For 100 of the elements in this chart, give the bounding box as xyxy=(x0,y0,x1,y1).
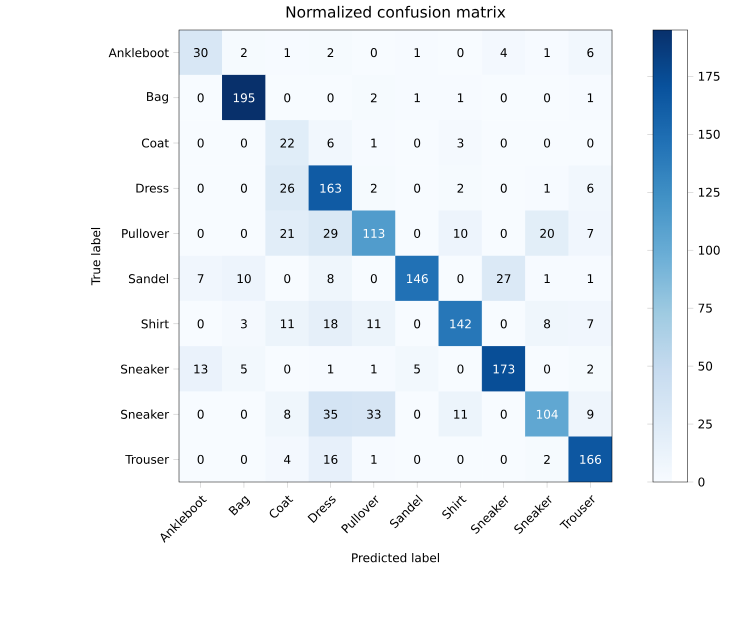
data-label: 1 xyxy=(588,93,594,102)
data-label: 16 xyxy=(324,454,338,464)
data-label: 26 xyxy=(280,184,294,193)
data-label: 0 xyxy=(457,454,464,464)
data-label: 0 xyxy=(500,410,507,419)
y-tick-label: Sandel xyxy=(128,274,168,284)
data-label: 0 xyxy=(198,454,204,464)
data-label: 2 xyxy=(370,184,376,193)
data-label: 0 xyxy=(500,319,507,328)
data-label: 0 xyxy=(414,454,420,464)
data-label: 8 xyxy=(544,319,550,328)
data-label: 104 xyxy=(536,410,558,419)
data-label: 9 xyxy=(587,410,594,419)
data-label: 0 xyxy=(328,93,334,102)
data-label: 0 xyxy=(414,319,420,328)
data-label: 7 xyxy=(588,229,594,238)
data-label: 0 xyxy=(414,228,420,238)
data-label: 0 xyxy=(370,48,377,58)
data-label: 22 xyxy=(280,138,294,148)
data-label: 4 xyxy=(284,455,290,464)
data-label: 30 xyxy=(194,48,208,58)
data-label: 13 xyxy=(194,364,208,374)
data-label: 0 xyxy=(414,184,420,193)
data-label: 3 xyxy=(241,319,247,328)
color-bar-label: 175 xyxy=(698,72,720,81)
x-axis-title: Predicted label xyxy=(352,552,439,562)
data-label: 0 xyxy=(500,228,507,238)
data-label: 27 xyxy=(497,274,510,284)
data-label: 6 xyxy=(587,48,594,58)
data-label: 0 xyxy=(500,93,507,102)
data-label: 1 xyxy=(544,274,550,283)
data-label: 0 xyxy=(414,138,420,148)
data-label: 0 xyxy=(500,184,507,193)
chart-title: Normalized confusion matrix xyxy=(286,6,506,18)
data-label: 1 xyxy=(544,48,550,57)
x-tick-label: Bag xyxy=(228,496,250,516)
data-label: 163 xyxy=(320,184,342,193)
data-label: 0 xyxy=(284,274,290,284)
data-label: 142 xyxy=(450,319,471,328)
data-label: 3 xyxy=(458,138,464,148)
data-label: 8 xyxy=(328,274,334,284)
data-label: 2 xyxy=(458,184,464,193)
data-label: 0 xyxy=(544,93,550,102)
data-label: 29 xyxy=(324,228,338,238)
data-label: 1 xyxy=(414,48,420,57)
data-label: 0 xyxy=(370,274,377,284)
data-label: 2 xyxy=(370,93,376,102)
y-tick-label: Trouser xyxy=(125,454,170,464)
data-label: 11 xyxy=(280,319,294,328)
data-label: 1 xyxy=(544,184,550,193)
data-label: 8 xyxy=(284,410,290,419)
data-label: 1 xyxy=(458,93,464,102)
y-tick-label: Sneaker xyxy=(121,364,170,374)
data-label: 0 xyxy=(198,93,204,102)
color-bar-label: 100 xyxy=(698,246,720,255)
data-label: 0 xyxy=(198,319,204,328)
y-tick-label: Sneaker xyxy=(121,410,170,419)
data-label: 6 xyxy=(328,138,334,148)
data-label: 20 xyxy=(540,228,554,238)
data-label: 166 xyxy=(580,454,602,464)
color-bar-label: 125 xyxy=(698,188,720,197)
data-label: 0 xyxy=(198,228,204,238)
data-label: 0 xyxy=(240,184,247,193)
data-label: 0 xyxy=(457,364,464,374)
color-bar-label: 50 xyxy=(698,362,712,371)
data-label: 113 xyxy=(364,228,384,238)
data-label: 0 xyxy=(500,138,507,148)
data-label: 6 xyxy=(587,184,594,193)
color-bar-label: 25 xyxy=(698,420,712,429)
data-label: 173 xyxy=(494,364,514,374)
data-label: 2 xyxy=(544,454,550,464)
data-label: 10 xyxy=(454,228,468,238)
data-label: 1 xyxy=(371,455,377,464)
data-label: 2 xyxy=(328,48,334,58)
data-label: 0 xyxy=(240,410,247,419)
data-label: 0 xyxy=(198,138,204,148)
data-label: 1 xyxy=(284,48,290,57)
y-tick-label: Pullover xyxy=(122,228,170,238)
data-label: 0 xyxy=(414,410,420,419)
data-label: 0 xyxy=(457,274,464,284)
data-label: 0 xyxy=(198,184,204,193)
data-label: 1 xyxy=(588,274,594,283)
data-label: 11 xyxy=(368,319,380,328)
data-label: 0 xyxy=(240,228,247,238)
data-label: 0 xyxy=(284,364,290,374)
data-label: 0 xyxy=(500,454,507,464)
data-label: 0 xyxy=(198,410,204,419)
data-label: 0 xyxy=(240,138,247,148)
data-label: 4 xyxy=(500,48,507,57)
data-label: 21 xyxy=(280,228,294,238)
data-label: 7 xyxy=(198,274,204,283)
data-label: 33 xyxy=(367,410,381,419)
data-label: 5 xyxy=(414,364,420,374)
data-label: 1 xyxy=(371,364,377,374)
data-label: 0 xyxy=(457,48,464,58)
y-tick-label: Ankleboot xyxy=(108,48,169,58)
y-axis-title: True label xyxy=(91,228,100,286)
data-label: 195 xyxy=(234,93,254,102)
y-tick-label: Coat xyxy=(142,138,169,148)
data-label: 7 xyxy=(588,319,594,328)
